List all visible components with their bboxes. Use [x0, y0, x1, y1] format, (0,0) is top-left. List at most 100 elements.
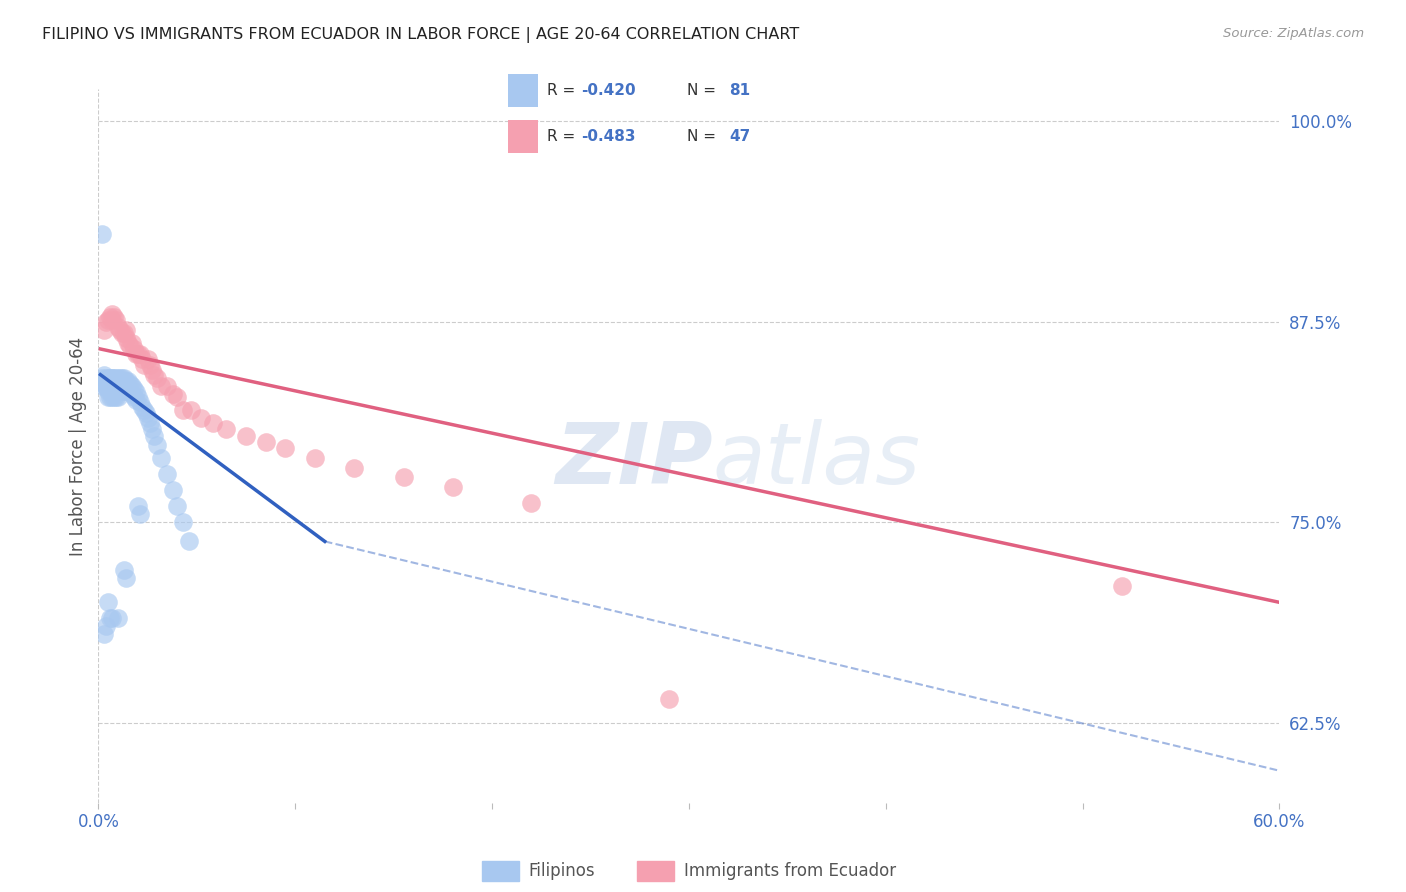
Point — [121, 379, 143, 393]
Point — [115, 331, 138, 345]
Point — [128, 347, 150, 361]
Point — [93, 377, 115, 392]
Bar — [508, 74, 538, 106]
Point — [138, 358, 160, 372]
Point — [172, 403, 194, 417]
Point — [1111, 579, 1133, 593]
Point — [97, 313, 120, 327]
Point — [180, 403, 202, 417]
Point — [115, 380, 138, 394]
Point — [108, 323, 131, 337]
Point — [127, 390, 149, 404]
Legend: Filipinos, Immigrants from Ecuador: Filipinos, Immigrants from Ecuador — [475, 855, 903, 888]
Text: Source: ZipAtlas.com: Source: ZipAtlas.com — [1223, 27, 1364, 40]
Point — [98, 611, 121, 625]
Text: N =: N = — [686, 83, 720, 97]
Point — [201, 416, 224, 430]
Point — [172, 515, 194, 529]
Point — [118, 385, 141, 400]
Point — [111, 326, 134, 340]
Point — [103, 377, 125, 392]
Point — [117, 374, 139, 388]
Point — [108, 384, 131, 398]
Bar — [508, 120, 538, 153]
Point — [141, 363, 163, 377]
Point — [91, 379, 114, 393]
Point — [112, 326, 135, 340]
Point — [150, 379, 173, 393]
Point — [166, 390, 188, 404]
Point — [91, 371, 114, 385]
Point — [121, 387, 143, 401]
Point — [141, 422, 163, 436]
Text: -0.483: -0.483 — [581, 128, 636, 144]
Point — [103, 310, 125, 324]
Point — [105, 390, 128, 404]
Point — [111, 384, 134, 398]
Point — [132, 358, 155, 372]
Point — [97, 595, 120, 609]
Point — [101, 390, 124, 404]
Point — [146, 438, 169, 452]
Point — [112, 371, 135, 385]
Point — [101, 371, 124, 385]
Point — [108, 377, 131, 392]
Point — [122, 382, 145, 396]
Point — [112, 377, 135, 392]
Point — [108, 371, 131, 385]
Point — [107, 384, 129, 398]
Point — [101, 377, 124, 392]
Point — [107, 319, 129, 334]
Point — [115, 374, 138, 388]
Point — [658, 691, 681, 706]
Point — [96, 380, 118, 394]
Point — [122, 342, 145, 356]
Point — [128, 507, 150, 521]
Text: FILIPINO VS IMMIGRANTS FROM ECUADOR IN LABOR FORCE | AGE 20-64 CORRELATION CHART: FILIPINO VS IMMIGRANTS FROM ECUADOR IN L… — [42, 27, 800, 43]
Point — [138, 416, 160, 430]
Point — [235, 428, 257, 442]
Point — [128, 395, 150, 409]
Point — [96, 619, 118, 633]
Point — [125, 393, 148, 408]
Point — [112, 563, 135, 577]
Point — [105, 313, 128, 327]
Point — [135, 406, 157, 420]
Point — [93, 627, 115, 641]
Text: N =: N = — [686, 128, 720, 144]
Point — [101, 611, 124, 625]
Point — [274, 442, 297, 456]
Point — [136, 411, 159, 425]
Text: R =: R = — [547, 128, 581, 144]
Text: 81: 81 — [728, 83, 749, 97]
Point — [101, 384, 124, 398]
Point — [125, 347, 148, 361]
Point — [93, 368, 115, 382]
Point — [190, 411, 212, 425]
Point — [97, 377, 120, 392]
Text: ZIP: ZIP — [555, 418, 713, 502]
Point — [107, 611, 129, 625]
Point — [105, 377, 128, 392]
Point — [115, 323, 138, 337]
Y-axis label: In Labor Force | Age 20-64: In Labor Force | Age 20-64 — [69, 336, 87, 556]
Point — [162, 483, 184, 497]
Point — [111, 377, 134, 392]
Text: R =: R = — [547, 83, 581, 97]
Point — [98, 384, 121, 398]
Point — [127, 347, 149, 361]
Point — [343, 460, 366, 475]
Point — [103, 371, 125, 385]
Point — [156, 379, 179, 393]
Point — [98, 310, 121, 324]
Text: 47: 47 — [728, 128, 751, 144]
Point — [177, 534, 200, 549]
Point — [98, 377, 121, 392]
Point — [136, 351, 159, 366]
Point — [97, 371, 120, 385]
Point — [115, 571, 138, 585]
Point — [441, 480, 464, 494]
Point — [131, 351, 153, 366]
Point — [392, 470, 415, 484]
Point — [101, 313, 124, 327]
